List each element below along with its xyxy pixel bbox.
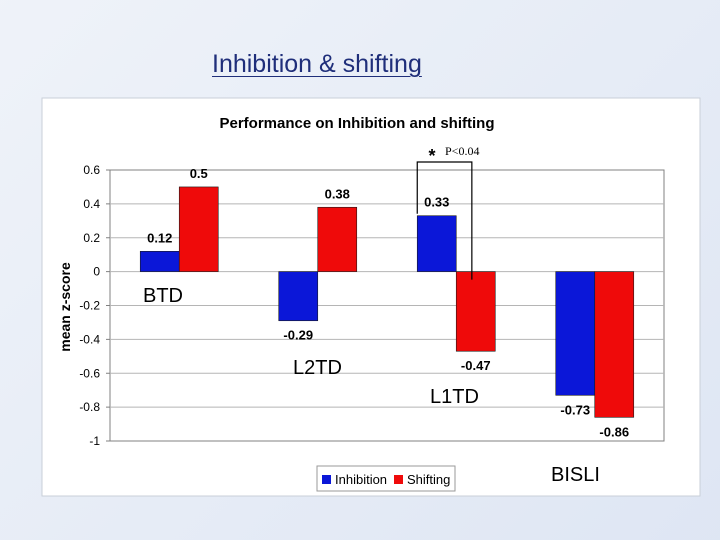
data-label: 0.33 — [424, 195, 449, 210]
category-label-l2td: L2TD — [293, 357, 342, 379]
y-tick-label: -1 — [89, 434, 100, 448]
y-tick-label: -0.4 — [79, 332, 100, 346]
y-tick-label: 0.6 — [83, 163, 100, 177]
data-label: 0.5 — [190, 166, 208, 181]
bars — [139, 186, 635, 418]
data-label: -0.29 — [283, 328, 313, 343]
bar-inhibition-l1td — [416, 215, 457, 272]
legend-label-shifting: Shifting — [407, 472, 450, 487]
bar-inhibition-bisli — [555, 271, 596, 396]
category-label-l1td: L1TD — [430, 386, 479, 408]
significance-p-value: P<0.04 — [445, 144, 479, 158]
legend-swatch-shifting — [394, 475, 403, 484]
y-tick-label: 0.2 — [83, 231, 100, 245]
data-labels: 0.12 0.5 -0.29 0.38 0.33 -0.47 -0.73 -0.86 — [147, 166, 629, 439]
data-label: -0.86 — [599, 424, 629, 439]
bar-shifting-l2td — [317, 206, 358, 272]
chart-title: Performance on Inhibition and shifting — [219, 115, 494, 132]
legend-label-inhibition: Inhibition — [335, 472, 387, 487]
significance-bracket — [416, 161, 473, 280]
y-tick-label: 0 — [93, 265, 100, 279]
significance-star: * — [428, 146, 435, 166]
y-tick-label: -0.2 — [79, 299, 100, 313]
y-axis-ticks: 0.6 0.4 0.2 0 -0.2 -0.4 -0.6 -0.8 -1 — [79, 163, 110, 448]
bar-shifting-bisli — [594, 271, 635, 418]
legend-swatch-inhibition — [322, 475, 331, 484]
data-label: 0.12 — [147, 230, 172, 245]
legend-box — [316, 465, 456, 492]
legend: Inhibition Shifting — [316, 465, 456, 492]
slide-title: Inhibition & shifting — [212, 50, 422, 78]
y-tick-label: -0.8 — [79, 400, 100, 414]
category-label-btd: BTD — [143, 285, 183, 307]
bar-inhibition-btd — [139, 251, 180, 272]
y-axis-title: mean z-score — [57, 262, 73, 352]
y-tick-label: 0.4 — [83, 197, 100, 211]
bar-shifting-btd — [178, 186, 219, 272]
data-label: -0.47 — [461, 358, 491, 373]
y-tick-label: -0.6 — [79, 366, 100, 380]
data-label: 0.38 — [325, 186, 350, 201]
bar-inhibition-l2td — [278, 271, 319, 322]
bar-shifting-l1td — [455, 271, 496, 352]
significance-annotation: * P<0.04 — [416, 144, 479, 280]
data-label: -0.73 — [560, 402, 590, 417]
category-label-bisli: BISLI — [551, 464, 600, 486]
